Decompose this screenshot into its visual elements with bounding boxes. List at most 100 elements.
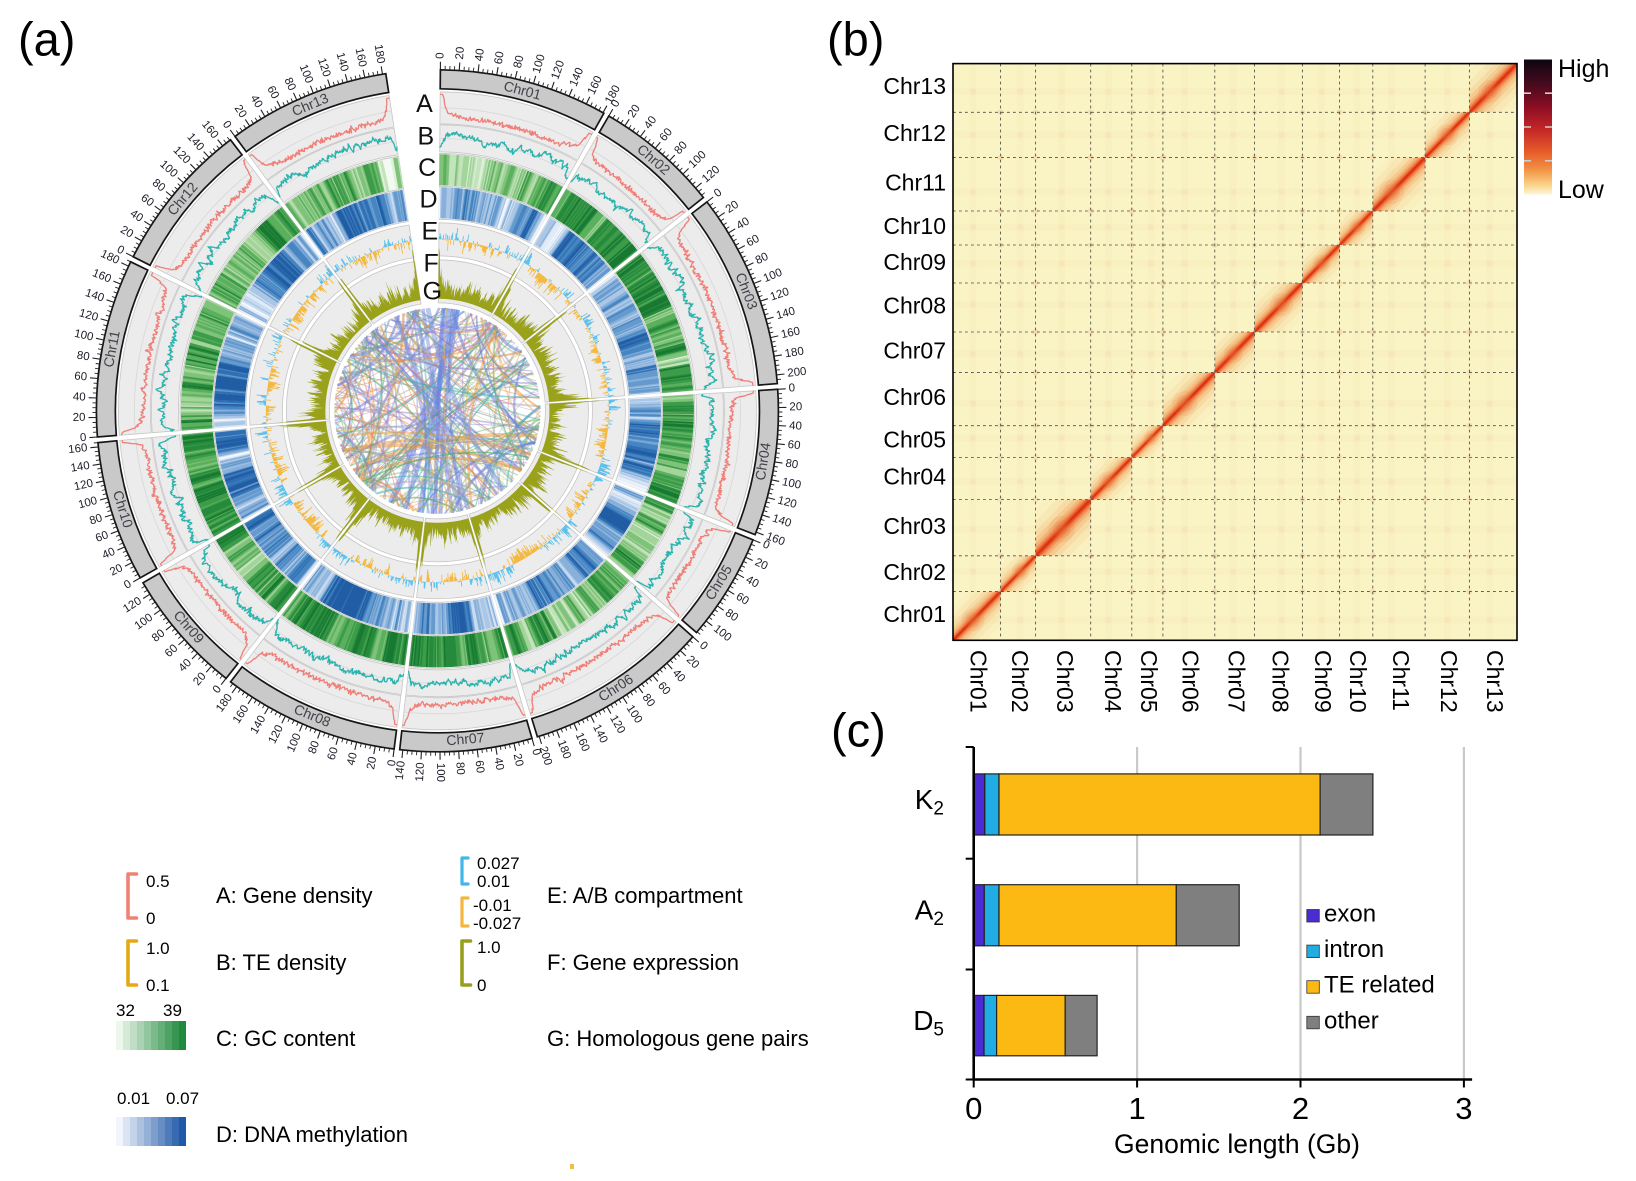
svg-text:C: C <box>418 154 436 182</box>
svg-text:20: 20 <box>789 401 802 413</box>
svg-text:120: 120 <box>769 286 791 304</box>
svg-text:Chr02: Chr02 <box>883 559 946 585</box>
svg-text:Low: Low <box>1558 176 1605 204</box>
svg-text:0.1: 0.1 <box>146 976 170 995</box>
svg-text:Chr08: Chr08 <box>1267 650 1293 713</box>
svg-text:Chr12: Chr12 <box>1436 650 1462 713</box>
svg-text:TE related: TE related <box>1324 972 1435 999</box>
svg-text:20: 20 <box>232 103 249 120</box>
svg-text:140: 140 <box>334 51 351 73</box>
svg-text:3: 3 <box>1455 1091 1472 1126</box>
svg-text:-0.01: -0.01 <box>473 896 512 915</box>
svg-text:Chr10: Chr10 <box>1345 650 1371 713</box>
svg-text:0.027: 0.027 <box>477 854 520 873</box>
svg-text:120: 120 <box>776 495 798 511</box>
svg-text:140: 140 <box>775 305 797 322</box>
svg-text:60: 60 <box>787 439 801 452</box>
svg-text:0.01: 0.01 <box>117 1089 150 1108</box>
svg-text:100: 100 <box>531 53 548 75</box>
svg-text:Chr06: Chr06 <box>1178 650 1204 713</box>
svg-text:Chr05: Chr05 <box>1136 650 1162 713</box>
svg-text:F: Gene expression: F: Gene expression <box>547 950 739 975</box>
svg-text:0: 0 <box>529 747 542 756</box>
svg-text:Chr02: Chr02 <box>1007 650 1033 713</box>
svg-text:40: 40 <box>735 215 752 232</box>
svg-text:20: 20 <box>626 103 643 120</box>
svg-text:140: 140 <box>70 460 91 475</box>
svg-text:32: 32 <box>116 1001 135 1020</box>
svg-text:Chr06: Chr06 <box>883 384 946 410</box>
svg-text:80: 80 <box>306 739 322 755</box>
svg-text:intron: intron <box>1324 936 1384 963</box>
svg-text:20: 20 <box>753 556 770 572</box>
svg-text:40: 40 <box>73 391 86 403</box>
svg-text:-0.027: -0.027 <box>473 914 521 933</box>
svg-text:Chr01: Chr01 <box>966 650 992 713</box>
svg-text:Genomic length (Gb): Genomic length (Gb) <box>1114 1129 1360 1159</box>
svg-text:0: 0 <box>788 382 795 394</box>
svg-text:80: 80 <box>282 76 298 93</box>
svg-text:G: Homologous gene pairs: G: Homologous gene pairs <box>547 1026 809 1051</box>
svg-text:Chr07: Chr07 <box>446 729 486 748</box>
svg-text:G: G <box>423 278 442 306</box>
svg-text:0: 0 <box>80 432 87 444</box>
svg-text:0.5: 0.5 <box>146 872 170 891</box>
svg-text:140: 140 <box>394 760 408 780</box>
svg-text:39: 39 <box>163 1001 182 1020</box>
svg-text:20: 20 <box>454 46 467 60</box>
svg-text:40: 40 <box>345 751 360 766</box>
svg-text:60: 60 <box>493 51 507 66</box>
svg-text:exon: exon <box>1324 901 1376 928</box>
svg-text:Chr05: Chr05 <box>883 427 946 453</box>
svg-text:120: 120 <box>315 57 332 79</box>
svg-text:Chr12: Chr12 <box>883 120 946 146</box>
svg-text:A: A <box>416 90 433 118</box>
svg-text:B: TE density: B: TE density <box>216 950 346 975</box>
svg-text:200: 200 <box>537 745 554 767</box>
svg-text:(a): (a) <box>18 13 75 66</box>
svg-text:180: 180 <box>784 345 805 360</box>
svg-text:160: 160 <box>68 442 88 456</box>
svg-text:Chr11: Chr11 <box>100 329 123 369</box>
svg-text:40: 40 <box>248 93 265 110</box>
svg-text:F: F <box>424 250 439 278</box>
svg-text:120: 120 <box>73 478 94 494</box>
svg-text:Chr09: Chr09 <box>1310 650 1336 713</box>
svg-text:0: 0 <box>122 578 133 592</box>
svg-text:0: 0 <box>115 244 126 258</box>
svg-text:140: 140 <box>771 513 793 530</box>
svg-text:60: 60 <box>94 529 110 545</box>
svg-text:60: 60 <box>74 370 88 383</box>
svg-text:D: D <box>419 186 437 214</box>
svg-text:D: DNA methylation: D: DNA methylation <box>216 1122 408 1147</box>
svg-text:(c): (c) <box>831 704 886 757</box>
svg-text:0.07: 0.07 <box>166 1089 199 1108</box>
svg-text:0: 0 <box>609 98 623 110</box>
svg-text:0: 0 <box>386 759 399 767</box>
svg-text:0: 0 <box>146 909 155 928</box>
svg-text:80: 80 <box>453 762 466 776</box>
svg-text:60: 60 <box>734 591 751 608</box>
svg-text:Chr09: Chr09 <box>883 249 946 275</box>
svg-text:Chr03: Chr03 <box>883 513 946 539</box>
svg-text:1.0: 1.0 <box>146 939 170 958</box>
svg-text:2: 2 <box>1292 1091 1309 1126</box>
svg-text:Chr04: Chr04 <box>883 464 946 490</box>
svg-text:40: 40 <box>101 546 118 562</box>
svg-text:20: 20 <box>118 224 135 241</box>
svg-text:20: 20 <box>73 412 86 424</box>
svg-text:A: Gene density: A: Gene density <box>216 883 373 908</box>
svg-text:40: 40 <box>789 420 802 433</box>
svg-text:B: B <box>418 123 435 151</box>
svg-text:E: A/B compartment: E: A/B compartment <box>547 883 743 908</box>
svg-text:20: 20 <box>511 752 526 767</box>
svg-text:140: 140 <box>84 287 106 304</box>
svg-text:160: 160 <box>780 325 801 341</box>
svg-text:Chr04: Chr04 <box>1100 650 1126 713</box>
svg-text:100: 100 <box>73 328 94 344</box>
svg-text:80: 80 <box>754 251 771 267</box>
svg-text:Chr01: Chr01 <box>883 601 946 627</box>
svg-text:160: 160 <box>353 47 369 68</box>
svg-text:(b): (b) <box>827 13 884 66</box>
svg-text:0: 0 <box>761 539 771 553</box>
